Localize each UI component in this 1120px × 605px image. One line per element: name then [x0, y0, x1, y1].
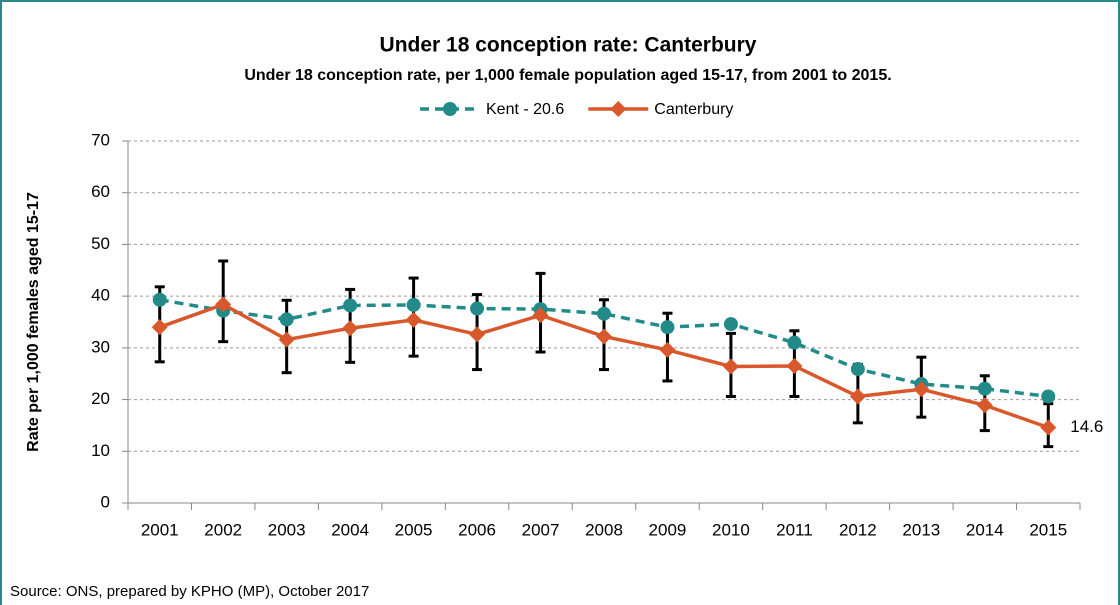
point — [532, 307, 549, 324]
point — [913, 381, 930, 398]
y-axis-title: Rate per 1,000 females aged 15-17 — [25, 192, 42, 452]
point — [215, 296, 232, 313]
point — [406, 297, 421, 312]
data-label: 14.6 — [1070, 417, 1103, 436]
point — [722, 358, 739, 375]
point — [597, 306, 611, 321]
x-tick-label: 2014 — [966, 520, 1004, 539]
y-tick-label: 10 — [91, 441, 110, 460]
chart-subtitle: Under 18 conception rate, per 1,000 fema… — [244, 67, 891, 84]
point — [787, 335, 802, 350]
x-tick-label: 2007 — [522, 520, 560, 539]
legend-marker — [610, 101, 627, 117]
x-tick-label: 2006 — [458, 520, 496, 539]
point — [1040, 419, 1057, 436]
x-tick-label: 2013 — [902, 520, 940, 539]
point — [723, 317, 738, 332]
point — [850, 362, 865, 377]
legend-marker — [443, 102, 457, 116]
point — [342, 320, 359, 337]
point — [1041, 389, 1056, 404]
point — [659, 341, 676, 358]
source: Source: ONS, prepared by KPHO (MP), Octo… — [10, 583, 369, 600]
point — [151, 319, 168, 336]
point — [278, 331, 295, 348]
x-tick-label: 2005 — [395, 520, 433, 539]
y-tick-label: 30 — [91, 337, 110, 356]
y-tick-label: 50 — [91, 234, 110, 253]
y-tick-label: 0 — [101, 492, 110, 511]
x-tick-label: 2011 — [776, 520, 813, 539]
y-tick-label: 70 — [91, 130, 110, 149]
point — [279, 312, 294, 327]
x-tick-label: 2004 — [331, 520, 369, 539]
x-tick-label: 2010 — [712, 520, 750, 539]
y-tick-label: 40 — [91, 286, 110, 305]
y-tick-label: 60 — [91, 182, 110, 201]
point — [343, 298, 358, 313]
x-tick-label: 2015 — [1029, 520, 1067, 539]
x-tick-label: 2001 — [141, 520, 179, 539]
x-tick-label: 2012 — [839, 520, 877, 539]
point — [469, 326, 486, 343]
y-tick-label: 20 — [91, 389, 110, 408]
point — [976, 397, 993, 414]
chart-title: Under 18 conception rate: Canterbury — [380, 34, 757, 57]
x-tick-label: 2003 — [268, 520, 306, 539]
point — [152, 292, 167, 307]
point — [786, 357, 803, 374]
point — [470, 301, 485, 316]
x-tick-label: 2009 — [649, 520, 687, 539]
legend-label: Canterbury — [654, 101, 733, 118]
point — [405, 311, 422, 328]
legend-label: Kent - 20.6 — [486, 101, 564, 118]
point — [849, 388, 866, 405]
point — [660, 320, 675, 335]
point — [596, 328, 612, 345]
series-line — [159, 298, 1049, 399]
x-tick-label: 2008 — [585, 520, 623, 539]
x-tick-label: 2002 — [204, 520, 242, 539]
point — [977, 381, 992, 396]
